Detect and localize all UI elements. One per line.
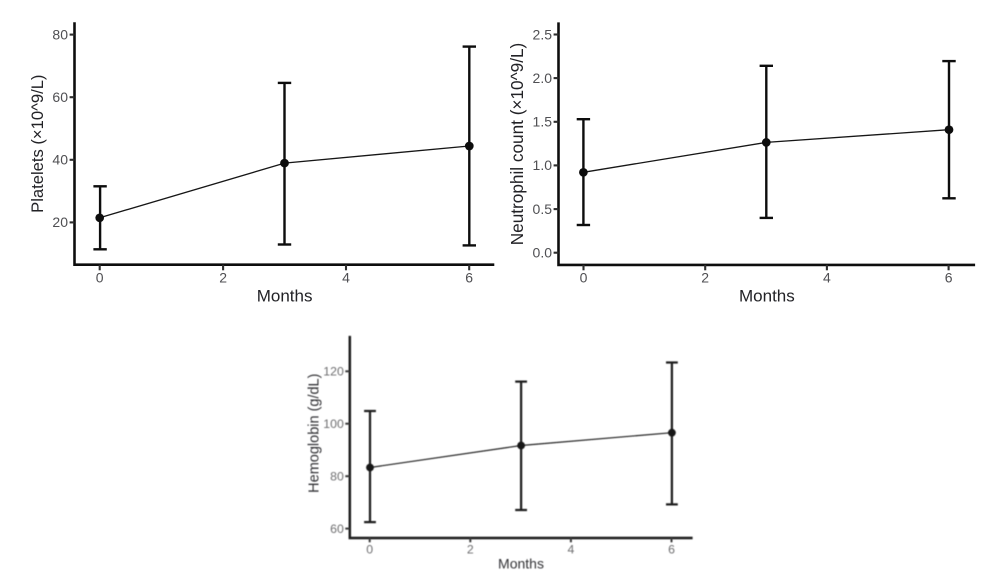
- svg-text:Hemoglobin (g/dL): Hemoglobin (g/dL): [307, 374, 323, 493]
- svg-text:0.5: 0.5: [533, 201, 553, 217]
- svg-text:Neutrophil count (×10^9/L): Neutrophil count (×10^9/L): [507, 43, 527, 246]
- svg-text:1.0: 1.0: [533, 157, 553, 173]
- svg-text:Months: Months: [257, 287, 313, 306]
- svg-text:Months: Months: [498, 555, 544, 571]
- svg-text:2.0: 2.0: [533, 70, 553, 86]
- svg-text:1.5: 1.5: [533, 114, 553, 130]
- svg-text:100: 100: [323, 417, 344, 431]
- svg-text:Months: Months: [739, 287, 795, 306]
- svg-text:20: 20: [52, 214, 68, 230]
- svg-text:0: 0: [366, 543, 373, 557]
- svg-text:120: 120: [323, 365, 344, 379]
- svg-text:Platelets (×10^9/L): Platelets (×10^9/L): [28, 75, 47, 213]
- svg-text:6: 6: [945, 270, 953, 286]
- svg-text:4: 4: [567, 543, 574, 557]
- svg-text:4: 4: [342, 270, 350, 286]
- svg-text:2: 2: [219, 270, 227, 286]
- svg-text:80: 80: [52, 26, 68, 42]
- svg-text:60: 60: [52, 89, 68, 105]
- svg-text:2: 2: [467, 543, 474, 557]
- svg-text:0.0: 0.0: [533, 245, 553, 261]
- svg-text:6: 6: [668, 543, 675, 557]
- svg-text:2.5: 2.5: [533, 26, 553, 42]
- svg-text:80: 80: [330, 469, 344, 483]
- svg-text:0: 0: [96, 270, 104, 286]
- svg-text:60: 60: [330, 522, 344, 536]
- svg-text:6: 6: [465, 270, 473, 286]
- svg-text:4: 4: [823, 270, 831, 286]
- svg-text:0: 0: [580, 270, 588, 286]
- svg-text:40: 40: [52, 152, 68, 168]
- svg-text:2: 2: [701, 270, 709, 286]
